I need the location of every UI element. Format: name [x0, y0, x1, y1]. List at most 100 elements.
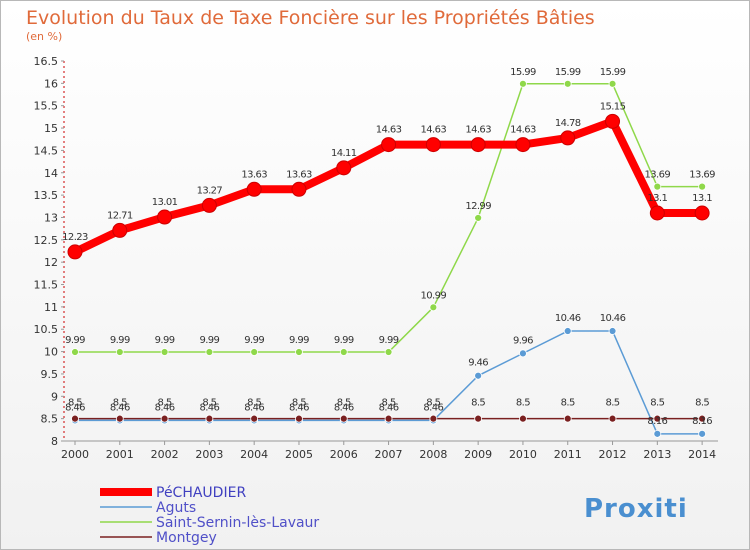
data-label: 8.5: [516, 398, 530, 409]
data-point: [339, 348, 348, 356]
data-label: 12.71: [107, 210, 133, 221]
y-tick-label: 12: [44, 256, 58, 269]
x-tick-label: 2003: [195, 448, 223, 461]
data-point: [429, 303, 438, 312]
data-point: [605, 113, 621, 129]
data-point: [474, 371, 483, 380]
y-tick-label: 10.5: [34, 323, 59, 336]
data-label: 8.46: [244, 402, 264, 413]
x-tick-label: 2000: [61, 448, 89, 461]
data-label: 8.46: [155, 402, 175, 413]
x-tick-label: 2011: [554, 448, 582, 461]
data-point: [425, 137, 441, 153]
data-label: 8.5: [561, 398, 575, 409]
legend: PéCHAUDIERAgutsSaint-Sernin-lès-LavaurMo…: [100, 485, 319, 546]
data-point: [698, 429, 707, 438]
data-label: 8.5: [292, 398, 306, 409]
data-label: 13.69: [645, 170, 671, 181]
chart-subtitle: (en %): [26, 30, 62, 43]
data-point: [474, 214, 483, 222]
data-point: [381, 137, 397, 153]
data-point: [653, 429, 662, 438]
y-tick-label: 16.5: [34, 55, 59, 68]
data-label: 8.46: [110, 402, 130, 413]
data-label: 8.5: [695, 398, 709, 409]
data-label: 13.63: [286, 169, 312, 180]
data-point: [205, 348, 214, 356]
data-point: [563, 79, 572, 88]
data-label: 14.63: [510, 125, 536, 136]
data-point: [429, 414, 438, 423]
data-label: 8.46: [334, 402, 354, 413]
y-tick-label: 15.5: [34, 100, 59, 113]
data-label: 8.5: [471, 398, 485, 409]
data-label: 8.46: [65, 402, 85, 413]
data-point: [519, 79, 527, 88]
data-point: [474, 414, 483, 423]
y-tick-label: 13.5: [34, 189, 59, 202]
data-label: 8.5: [68, 398, 82, 409]
y-tick-label: 8: [51, 435, 58, 448]
data-point: [250, 348, 259, 356]
data-label: 13.1: [692, 193, 712, 204]
data-label: 9.99: [334, 335, 354, 346]
data-label: 8.5: [158, 398, 172, 409]
data-point: [698, 182, 707, 191]
legend-label-0: PéCHAUDIER: [156, 485, 246, 501]
data-point: [698, 414, 707, 423]
data-label: 14.11: [331, 148, 357, 159]
data-point: [563, 414, 572, 423]
data-label: 13.1: [647, 193, 667, 204]
data-label: 14.63: [421, 125, 447, 136]
data-point: [295, 348, 303, 356]
data-label: 8.5: [382, 398, 396, 409]
data-label: 10.46: [600, 313, 626, 324]
data-point: [470, 137, 486, 153]
data-point: [608, 327, 617, 335]
y-tick-label: 9: [51, 390, 58, 403]
data-label: 14.63: [465, 125, 491, 136]
data-label: 9.96: [513, 335, 533, 346]
x-tick-label: 2002: [151, 448, 179, 461]
data-label: 13.63: [241, 169, 267, 180]
data-point: [201, 197, 217, 213]
x-tick-label: 2013: [643, 448, 671, 461]
x-tick-label: 2014: [688, 448, 716, 461]
data-label: 9.99: [244, 335, 264, 346]
data-point: [71, 414, 79, 423]
legend-label-3: Montgey: [156, 530, 217, 546]
data-label: 12.23: [62, 232, 88, 243]
y-tick-label: 12.5: [34, 234, 59, 247]
y-tick-label: 11.5: [34, 279, 59, 292]
data-point: [336, 160, 352, 176]
y-tick-label: 15: [44, 122, 58, 135]
data-label: 8.46: [379, 402, 399, 413]
chart-title: Evolution du Taux de Taxe Foncière sur l…: [26, 7, 595, 29]
y-tick-label: 11: [44, 301, 58, 314]
data-point: [115, 348, 124, 356]
data-label: 9.99: [199, 335, 219, 346]
x-tick-label: 2008: [419, 448, 447, 461]
data-label: 9.99: [110, 335, 130, 346]
data-label: 9.99: [155, 335, 175, 346]
x-tick-label: 2006: [330, 448, 358, 461]
x-tick-label: 2010: [509, 448, 537, 461]
data-label: 8.16: [692, 416, 712, 427]
data-point: [653, 182, 662, 191]
data-label: 8.5: [202, 398, 216, 409]
data-point: [291, 181, 307, 197]
data-point: [115, 414, 124, 423]
data-label: 8.46: [289, 402, 309, 413]
data-label: 14.63: [376, 125, 402, 136]
data-label: 8.5: [650, 398, 664, 409]
data-label: 13.01: [152, 197, 178, 208]
data-label: 8.5: [426, 398, 440, 409]
legend-label-1: Aguts: [156, 500, 196, 516]
data-label: 13.69: [689, 170, 715, 181]
data-point: [519, 414, 527, 423]
data-label: 13.27: [197, 185, 223, 196]
data-point: [246, 181, 262, 197]
data-point: [250, 414, 259, 423]
data-label: 9.46: [468, 358, 488, 369]
